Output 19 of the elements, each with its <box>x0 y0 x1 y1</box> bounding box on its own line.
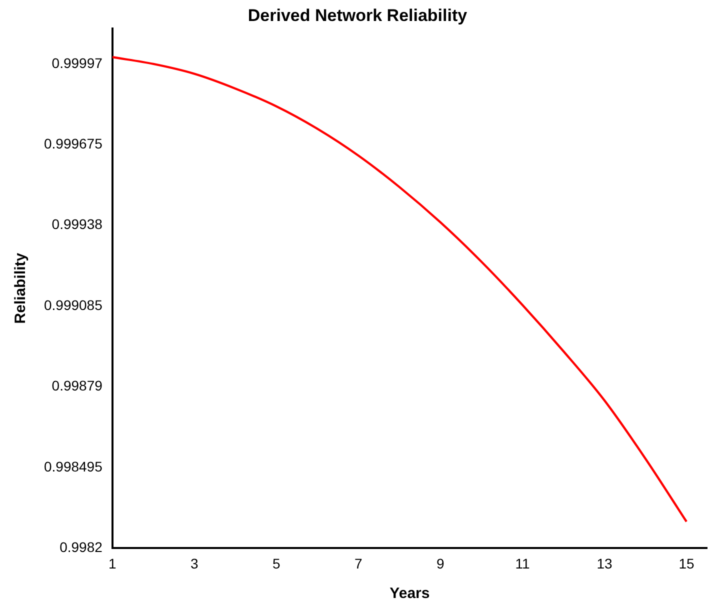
x-tick-label: 1 <box>108 555 116 572</box>
y-tick-label: 0.9982 <box>60 539 103 556</box>
x-tick-label: 5 <box>272 555 281 572</box>
x-tick-label: 13 <box>596 555 612 572</box>
line-series <box>112 56 688 523</box>
x-tick-label: 11 <box>515 555 530 572</box>
x-axis-title: Years <box>390 585 430 602</box>
chart-title: Derived Network Reliability <box>248 6 468 25</box>
x-tick-label: 7 <box>354 555 363 572</box>
y-tick-label: 0.99997 <box>52 54 103 71</box>
x-tick-label: 9 <box>436 555 445 572</box>
x-tick-label: 15 <box>678 555 694 572</box>
y-axis-title: Reliability <box>12 252 30 324</box>
y-tick-label: 0.99879 <box>52 378 103 394</box>
y-tick-label: 0.998495 <box>44 458 103 474</box>
y-tick-label: 0.999085 <box>44 296 103 313</box>
x-tick-label: 3 <box>190 555 199 572</box>
y-tick-label: 0.99938 <box>52 216 103 232</box>
y-tick-label: 0.999675 <box>44 136 103 152</box>
